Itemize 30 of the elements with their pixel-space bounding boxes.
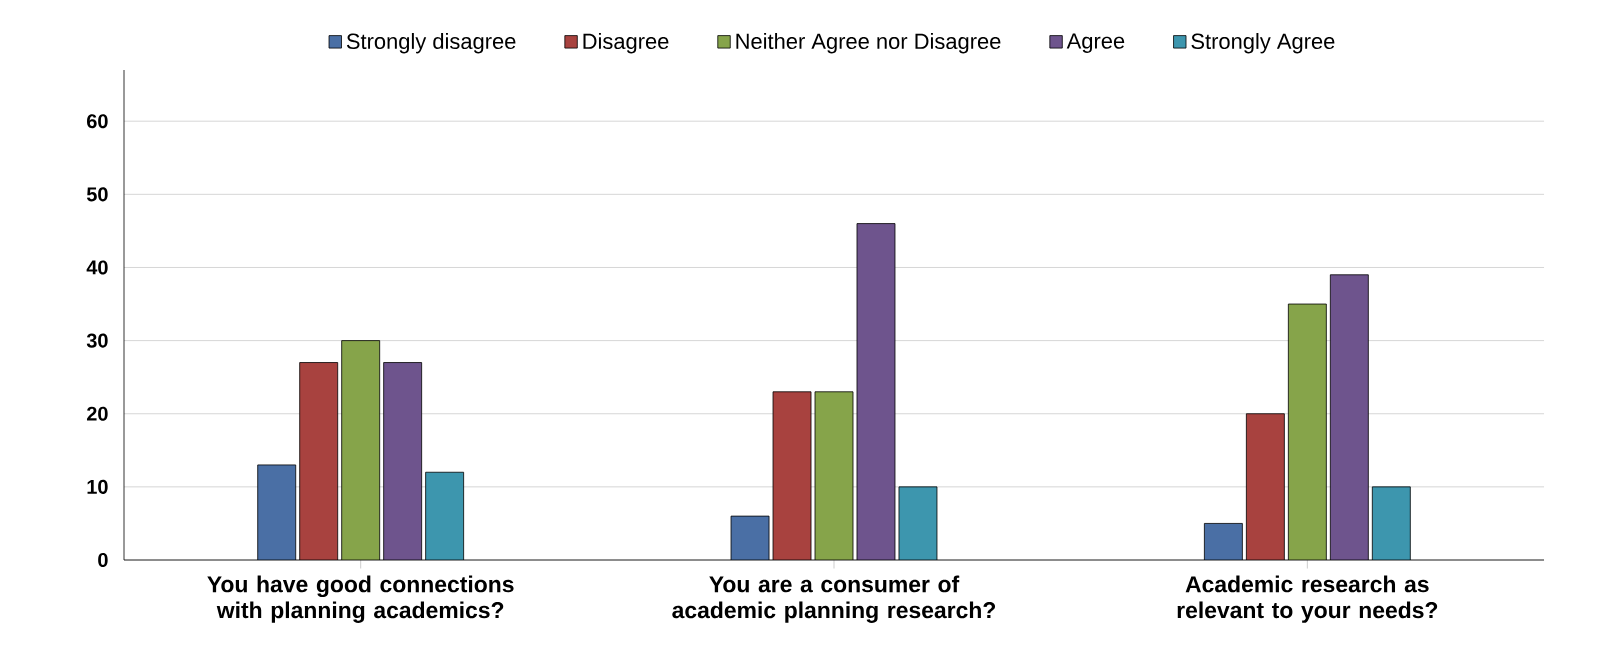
bar: [815, 391, 854, 560]
x-tick-label: You have good connections with planning academics?: [207, 575, 514, 623]
bar: [898, 486, 937, 560]
bar: [1203, 523, 1243, 560]
x-tick-label: Academic research as relevant to your needs?: [1177, 575, 1438, 623]
y-tick-label: 20: [86, 406, 108, 421]
bar: [1371, 486, 1411, 560]
y-tick-label: 50: [86, 187, 108, 202]
legend-label: Strongly disagree: [346, 32, 516, 54]
legend-label: Strongly Agree: [1191, 32, 1335, 54]
y-tick-label: 30: [86, 333, 108, 348]
bar: [1287, 303, 1327, 560]
bar: [856, 223, 895, 560]
y-tick-label: 10: [87, 479, 108, 494]
y-tick-label: 60: [87, 114, 108, 129]
bar: [425, 472, 464, 560]
bar: [299, 362, 338, 560]
bar: [1245, 413, 1285, 560]
bar: [383, 362, 422, 560]
legend-label: Agree: [1066, 33, 1125, 53]
bar: [257, 464, 296, 560]
bar: [773, 391, 812, 560]
bar: [341, 340, 380, 560]
y-tick-label: 40: [86, 260, 108, 275]
bar: [1329, 274, 1369, 560]
legend-label: Disagree: [583, 32, 669, 54]
bar: [731, 516, 770, 560]
legend-label: Neither Agree nor Disagree: [736, 32, 1001, 54]
x-tick-label: You are a consumer of academic planning research?: [672, 575, 996, 623]
y-tick-label: 0: [98, 552, 108, 568]
